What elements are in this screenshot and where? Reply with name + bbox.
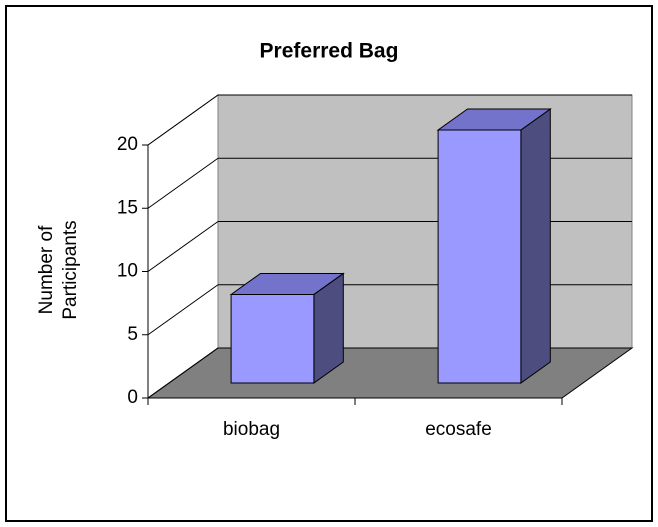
side-grid-line: [147, 284, 219, 336]
bar-side: [520, 108, 551, 384]
side-grid-line: [147, 347, 219, 399]
side-grid-line: [147, 221, 219, 272]
y-axis-title-line: Number of: [36, 225, 57, 314]
side-grid-line: [147, 94, 219, 146]
bar: [230, 293, 315, 384]
bar: [437, 129, 522, 384]
y-tick-label: 0: [127, 387, 138, 408]
chart-title: Preferred Bag: [260, 40, 399, 63]
x-tick-label: biobag: [223, 419, 280, 440]
y-axis-title-line: Participants: [60, 220, 81, 319]
y-tick-label: 20: [117, 134, 138, 155]
side-grid-line: [147, 157, 219, 209]
y-tick-label: 10: [117, 261, 138, 282]
y-axis-title: Number of Participants: [36, 220, 81, 319]
floor: [146, 347, 634, 399]
y-tick-label: 5: [127, 324, 138, 345]
x-tick-label: ecosafe: [425, 419, 492, 440]
y-tick-label: 15: [117, 197, 138, 218]
